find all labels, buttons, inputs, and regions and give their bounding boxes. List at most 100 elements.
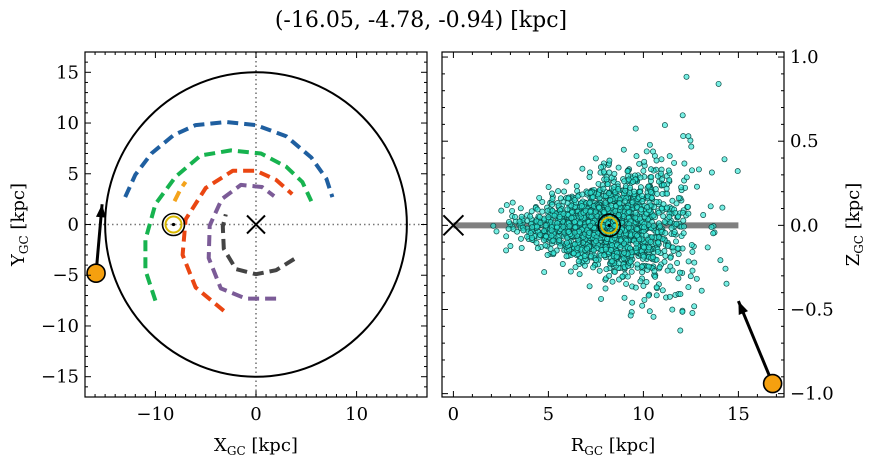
star-point <box>609 258 616 265</box>
star-point <box>681 160 688 167</box>
star-point <box>625 224 632 231</box>
star-point <box>687 273 694 280</box>
star-point <box>671 229 678 235</box>
star-point <box>548 232 555 239</box>
star-point <box>524 233 531 240</box>
star-point <box>586 174 593 180</box>
star-point <box>694 183 700 190</box>
left-ytick-label: 0 <box>68 215 79 236</box>
star-point <box>645 263 652 270</box>
star-point <box>691 259 698 266</box>
star-point <box>678 184 685 191</box>
star-point <box>633 240 640 247</box>
star-point <box>539 208 546 215</box>
star-point <box>493 228 500 235</box>
star-point <box>605 190 612 197</box>
star-point <box>689 267 696 274</box>
star-point <box>512 214 518 220</box>
star-point <box>661 122 668 129</box>
star-point <box>615 260 622 267</box>
star-point <box>536 194 543 201</box>
star-point <box>584 245 591 252</box>
right-ytick-label: 0.5 <box>790 131 819 152</box>
star-point <box>545 214 552 221</box>
star-point <box>680 230 687 237</box>
star-point <box>629 199 636 206</box>
right-ytick-label: −1.0 <box>790 384 834 405</box>
star-point <box>533 223 540 230</box>
right-panel: 0 5 10 15 −1.0 −0.5 0.0 0.5 1.0 RGC [kpc] ZGC [kpc… <box>441 47 866 458</box>
star-point <box>606 272 613 279</box>
star-point <box>660 201 667 208</box>
spiral-arm-5 <box>220 213 296 277</box>
star-point <box>503 202 510 209</box>
star-point <box>638 206 645 213</box>
star-point <box>615 186 622 193</box>
left-ytick-label: 15 <box>56 62 79 83</box>
spiral-arm-6 <box>172 180 188 203</box>
star-point <box>518 245 525 251</box>
star-point <box>654 248 661 255</box>
right-ytick-label: 0.0 <box>790 215 819 236</box>
star-point <box>676 269 683 276</box>
star-point <box>621 249 628 256</box>
star-point <box>556 237 563 244</box>
star-point <box>662 252 669 259</box>
star-point <box>565 195 572 202</box>
star-point <box>673 200 680 207</box>
star-point <box>573 183 580 190</box>
star-point <box>654 190 661 197</box>
star-point <box>602 246 609 253</box>
star-point <box>627 184 634 191</box>
star-point <box>592 155 599 162</box>
star-point <box>566 223 573 230</box>
star-point <box>655 234 662 241</box>
star-point <box>721 156 728 163</box>
star-point <box>621 294 628 301</box>
right-frame <box>441 51 785 398</box>
star-point <box>664 204 670 211</box>
spiral-arm-4 <box>206 182 277 301</box>
star-point <box>518 213 525 220</box>
star-point <box>581 253 588 259</box>
star-point <box>630 178 636 185</box>
star-point <box>611 268 618 275</box>
star-point <box>503 247 510 254</box>
star-point <box>645 183 652 190</box>
star-point <box>722 265 729 272</box>
star-point <box>571 197 578 204</box>
star-scatter-points <box>490 73 741 334</box>
star-point <box>643 148 650 155</box>
sun-marker-inner-ring <box>164 215 183 234</box>
star-point <box>551 212 558 219</box>
star-point <box>555 188 562 195</box>
star-point <box>581 262 588 269</box>
star-point <box>675 195 682 201</box>
right-xtick-label: 10 <box>632 404 655 425</box>
star-point <box>734 168 741 175</box>
star-point <box>679 245 686 252</box>
spiral-arm-2 <box>143 148 314 302</box>
star-point <box>554 224 561 231</box>
star-point <box>556 213 563 220</box>
star-point <box>647 239 654 245</box>
star-point <box>602 199 609 206</box>
star-point <box>598 164 604 171</box>
star-point <box>652 273 659 280</box>
star-point <box>648 194 655 201</box>
star-point <box>641 296 648 303</box>
star-point <box>627 312 634 319</box>
star-point <box>653 157 660 164</box>
star-point <box>671 159 678 166</box>
star-point <box>700 212 707 218</box>
star-point <box>548 227 555 234</box>
star-point <box>577 219 583 226</box>
star-point <box>505 225 512 232</box>
star-point <box>563 178 570 185</box>
star-point <box>586 283 593 290</box>
star-point <box>660 213 667 220</box>
star-point <box>587 208 594 215</box>
star-point <box>503 233 510 240</box>
star-point <box>658 156 665 163</box>
star-point <box>669 197 676 204</box>
